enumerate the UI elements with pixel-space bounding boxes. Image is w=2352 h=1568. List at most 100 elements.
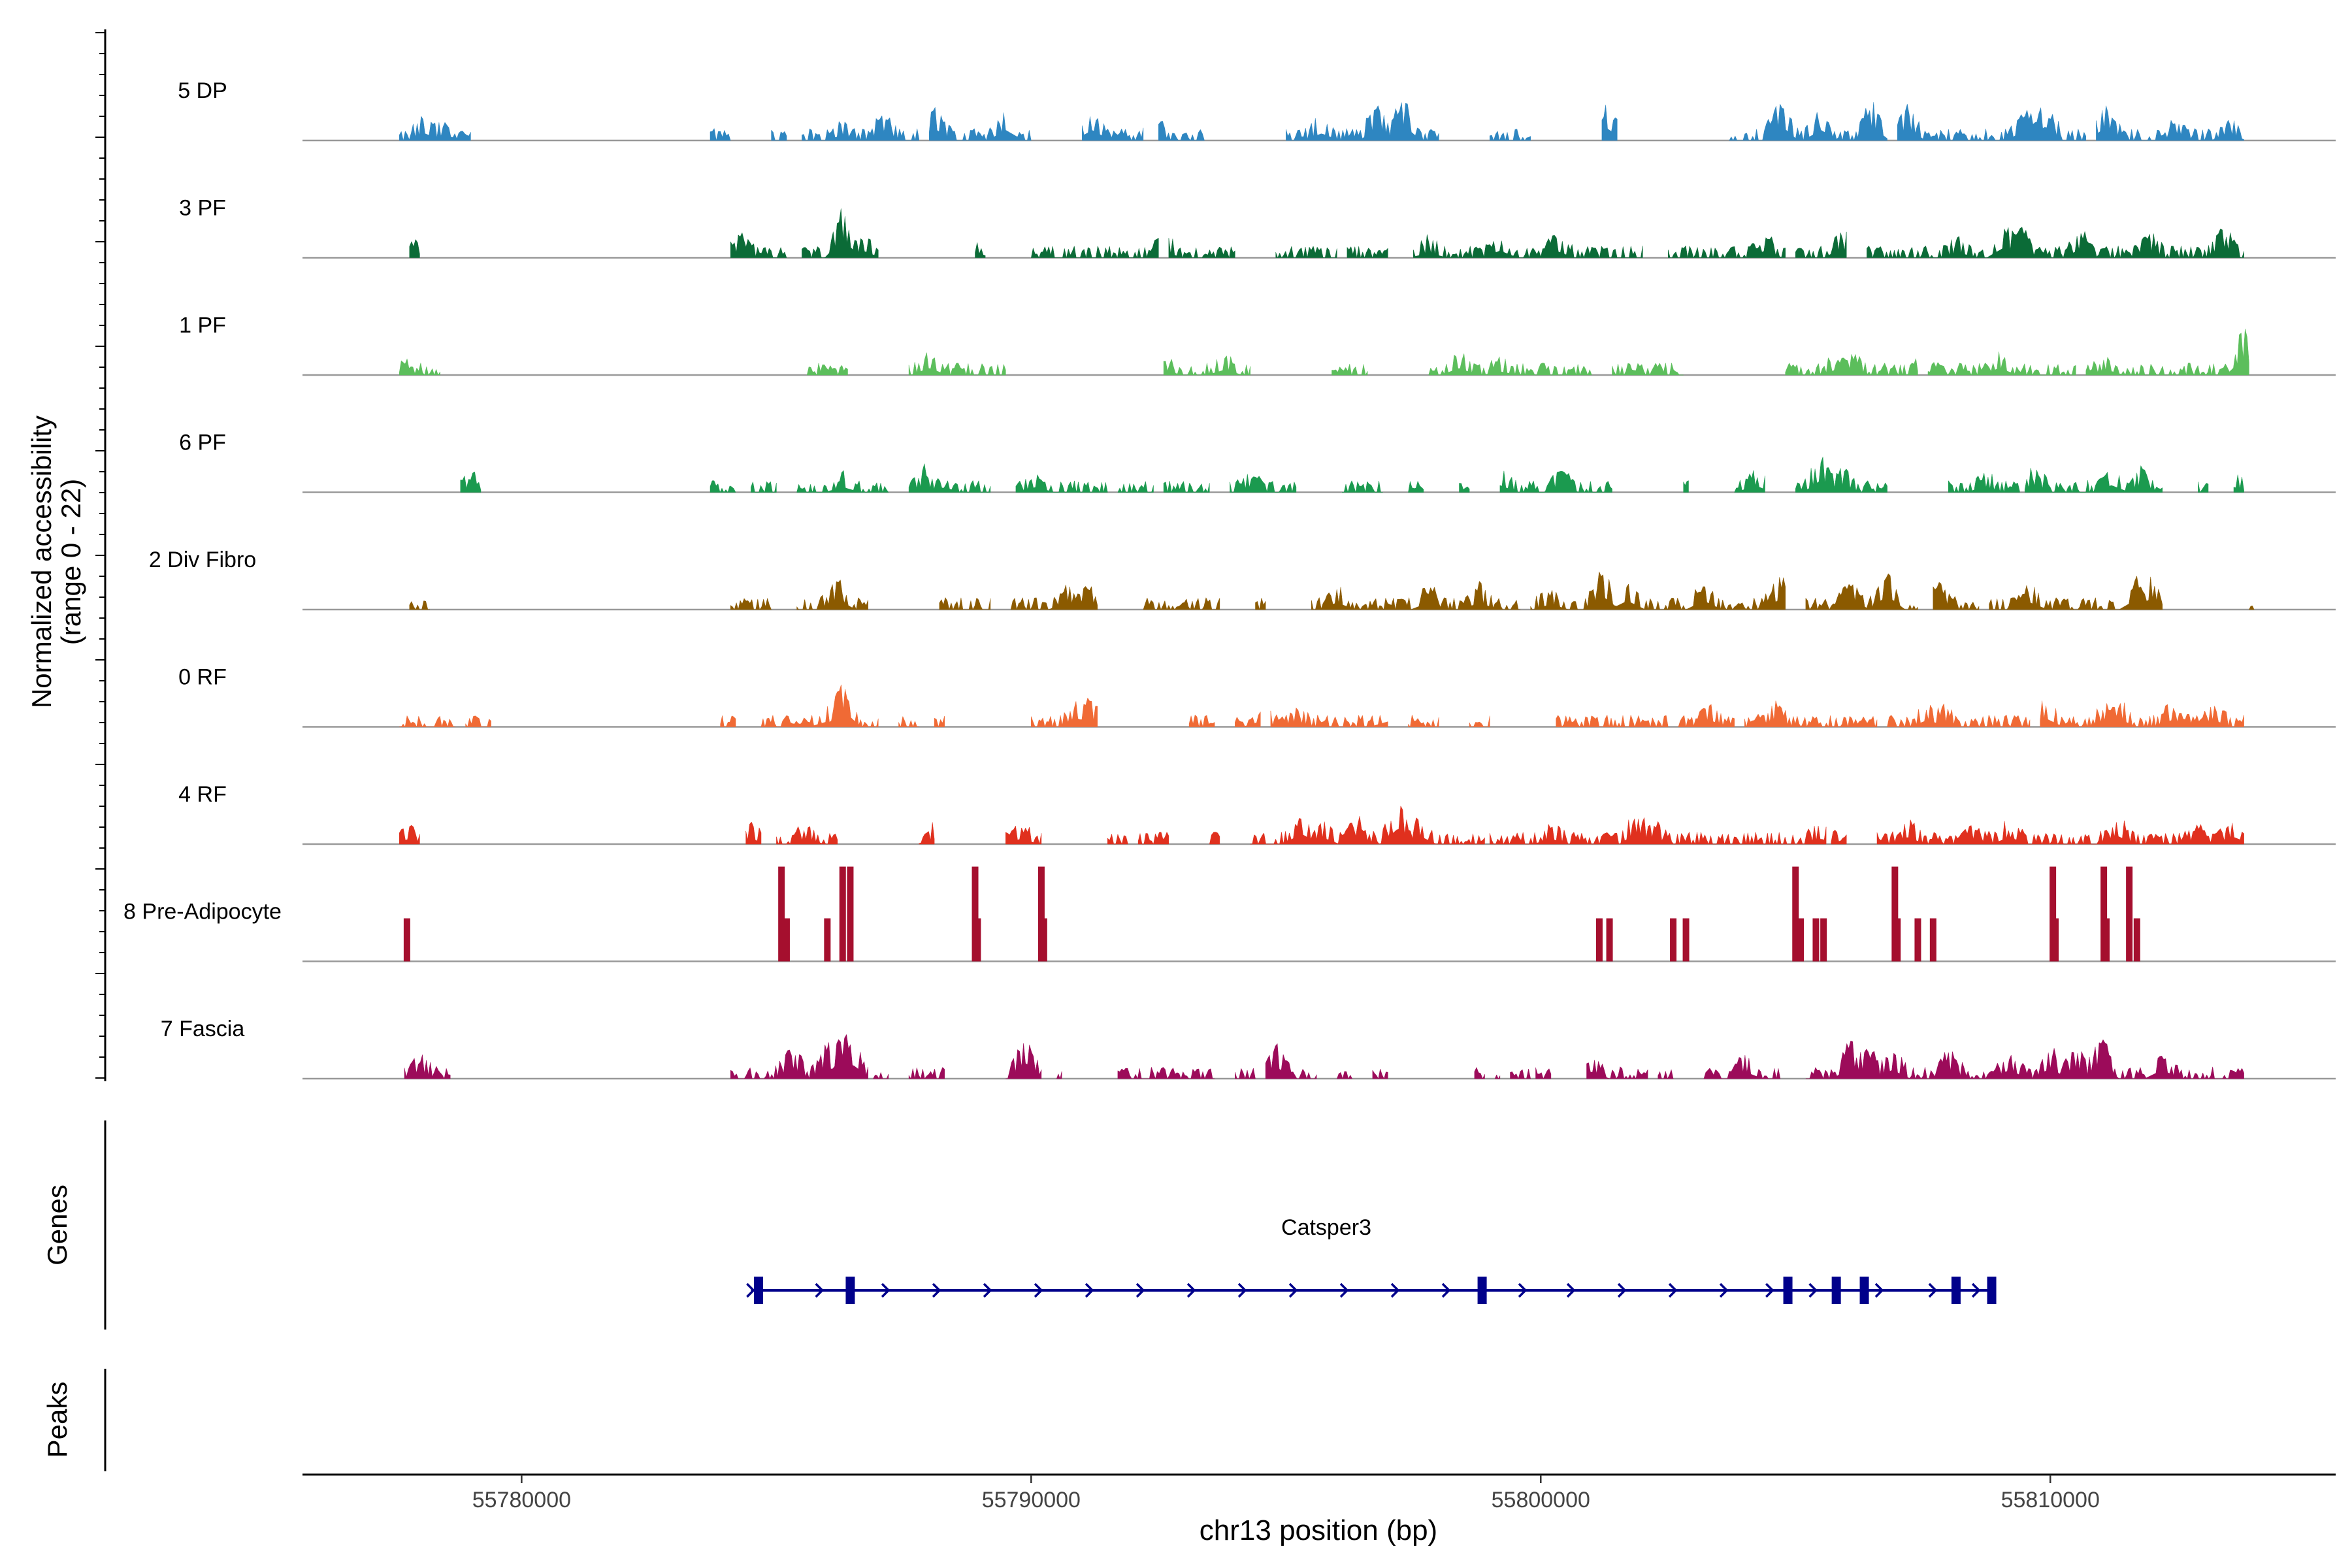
coverage-region [1683, 480, 1689, 493]
coverage-region [1887, 703, 2031, 728]
coverage-region [908, 352, 1006, 376]
coverage-region [1082, 116, 1144, 141]
coverage-region [409, 238, 420, 258]
coverage-region [1535, 1068, 1552, 1079]
coverage-region [1270, 707, 1388, 728]
gene-exon [1951, 1277, 1961, 1304]
gene-strand-arrow [1390, 1282, 1400, 1298]
gene-strand-arrow [932, 1282, 941, 1298]
x-tick-label: 55790000 [982, 1488, 1081, 1512]
coverage-region [1556, 714, 1669, 728]
coverage-region [1031, 697, 1098, 728]
accessibility-bar [2050, 866, 2057, 962]
track-label: 1 PF [179, 313, 226, 338]
coverage-region [1948, 473, 2020, 493]
coverage-region [730, 1034, 868, 1079]
gene-exon [1783, 1277, 1793, 1304]
coverage-region [1805, 573, 1918, 610]
gene-strand-arrow [1808, 1282, 1818, 1298]
genes-panel-label: Genes [42, 1184, 73, 1266]
coverage-region [908, 1067, 945, 1079]
coverage-region [1188, 714, 1215, 727]
accessibility-bar [1040, 918, 1047, 962]
coverage-region [465, 715, 491, 728]
track-2-div-fibro: 2 Div Fibro [149, 547, 2336, 611]
coverage-region [1347, 246, 1388, 259]
coverage-region [1311, 581, 1521, 610]
coverage-region [1117, 1066, 1215, 1079]
peaks-panel-label: Peaks [42, 1382, 73, 1458]
coverage-region [2040, 700, 2244, 728]
accessibility-bar [972, 866, 979, 962]
accessibility-bar [839, 866, 846, 962]
coverage-region [1235, 711, 1261, 727]
accessibility-bar [1797, 918, 1805, 962]
coverage-region [1601, 105, 1618, 141]
gene-strand-arrow [1971, 1282, 1981, 1298]
gene-strand-arrow [983, 1282, 992, 1298]
coverage-region [1729, 102, 1887, 141]
coverage-region [1703, 1055, 1781, 1079]
coverage-region [939, 596, 991, 610]
accessibility-bar [2100, 866, 2108, 962]
track-4-rf: 4 RF [178, 782, 2336, 845]
coverage-region [399, 358, 440, 376]
coverage-region [1933, 581, 1980, 610]
accessibility-bar [1037, 866, 1045, 962]
coverage-region [1143, 597, 1220, 610]
coverage-region [1010, 585, 1098, 610]
coverage-region [1927, 351, 2076, 376]
coverage-region [1255, 598, 1266, 610]
coverage-region [1230, 474, 1297, 493]
coverage-region [1612, 363, 1684, 376]
gene-strand-arrow [1186, 1282, 1196, 1298]
coverage-region [796, 470, 889, 493]
coverage-region [898, 715, 919, 728]
coverage-region [2096, 105, 2244, 141]
coverage-region [1678, 704, 1735, 727]
coverage-region [934, 715, 945, 728]
coverage-region [1490, 817, 1827, 845]
gene-exon [845, 1277, 855, 1304]
coverage-region [1474, 1067, 1485, 1079]
track-label: 2 Div Fibro [149, 547, 256, 572]
coverage-region [760, 684, 879, 728]
gene-exon [1987, 1277, 1997, 1304]
coverage-region [1005, 1043, 1042, 1079]
coverage-region [1286, 102, 1439, 141]
coverage-region [873, 1071, 889, 1079]
gene-exon [1831, 1277, 1841, 1304]
coverage-region [730, 597, 772, 610]
coverage-region [399, 116, 471, 141]
coverage-region [745, 821, 762, 845]
x-tick-label: 55800000 [1492, 1488, 1590, 1512]
accessibility-bar [1595, 918, 1603, 962]
gene-strand-arrow [1874, 1282, 1884, 1298]
track-label: 6 PF [179, 431, 226, 455]
coverage-region [1030, 237, 1159, 259]
gene-exon [1859, 1277, 1869, 1304]
accessibility-bar [1891, 866, 1899, 962]
coverage-region [1408, 715, 1439, 728]
coverage-region [806, 363, 848, 376]
coverage-region [460, 471, 482, 493]
coverage-region [1372, 1069, 1388, 1079]
track-label: 4 RF [178, 782, 227, 807]
track-3-pf: 3 PF [179, 196, 2336, 259]
coverage-region [1734, 470, 1765, 493]
coverage-region [1015, 474, 1108, 493]
gene-exon [754, 1277, 764, 1304]
coverage-tracks: 5 DP 3 PF 1 PF 6 PF 2 Div Fibro 0 RF 4 RF 8 Pre… [123, 78, 2336, 1080]
coverage-y-ticks [95, 32, 105, 1079]
track-label: 7 Fascia [161, 1017, 245, 1041]
x-axis-ticks: 55780000 55790000 55800000 55810000 [472, 1475, 2100, 1512]
gene-strand-arrow [1719, 1282, 1729, 1298]
track-1-pf: 1 PF [179, 313, 2336, 376]
coverage-region [1989, 575, 2163, 610]
coverage-region [1831, 830, 1847, 845]
coverage-region [1336, 1071, 1353, 1079]
coverage-region [1265, 1043, 1317, 1079]
coverage-region [1510, 1068, 1531, 1079]
accessibility-bar [1682, 918, 1690, 962]
